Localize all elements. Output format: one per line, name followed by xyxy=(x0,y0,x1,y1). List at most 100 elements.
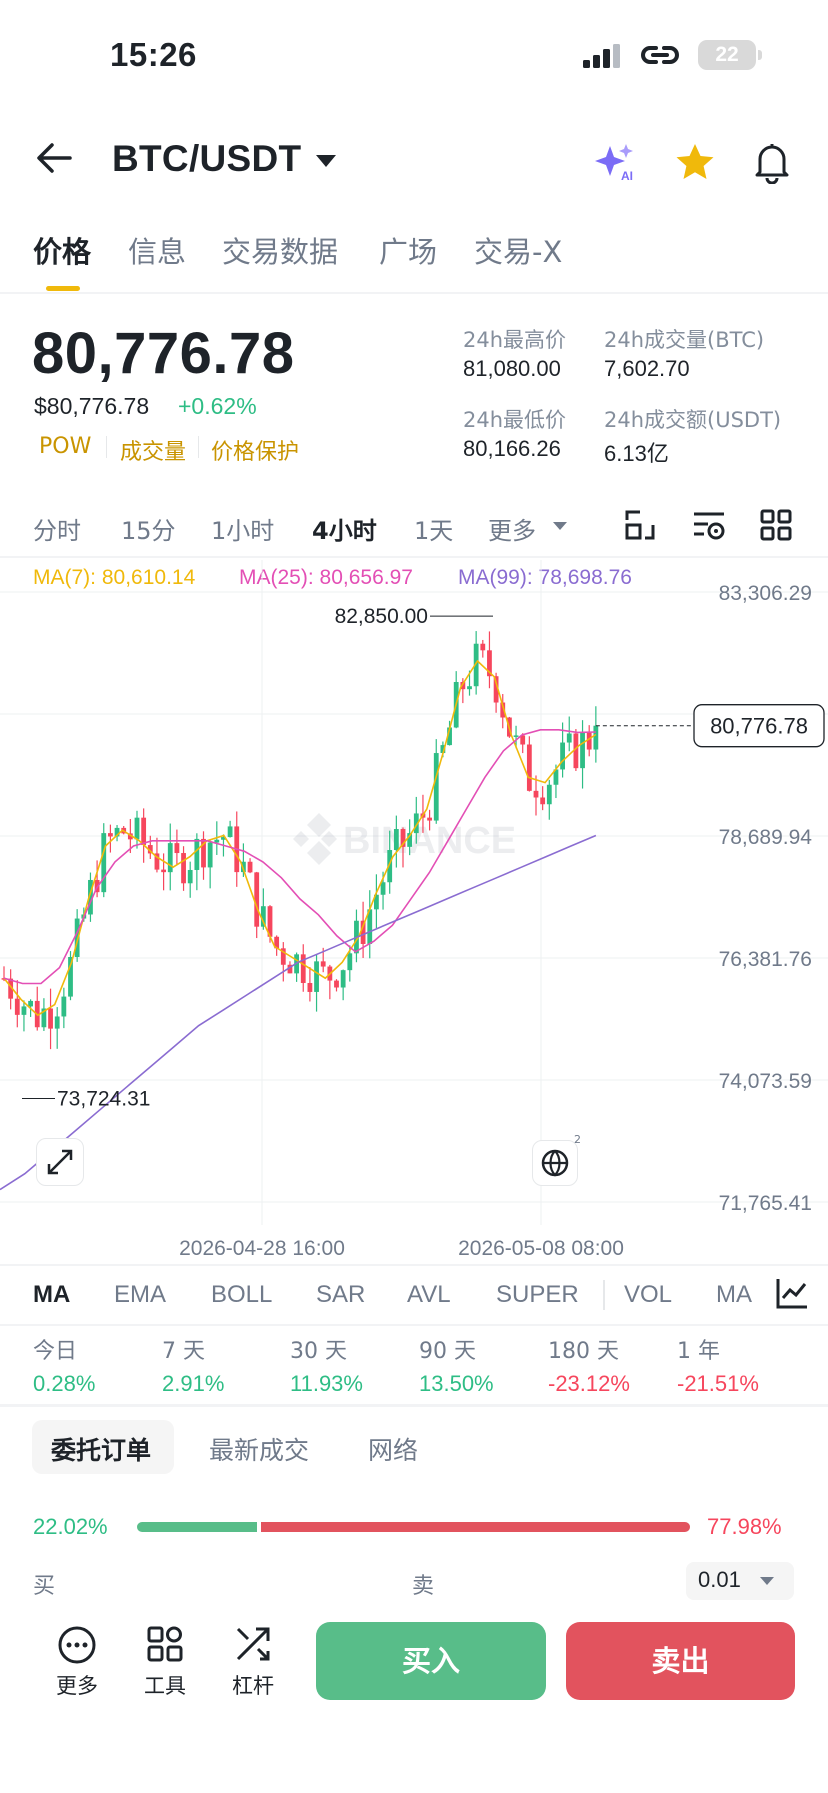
candle-body xyxy=(141,817,147,846)
divider xyxy=(0,556,828,558)
performance-period-label: 30 天 xyxy=(290,1339,347,1364)
indicator-settings-icon[interactable] xyxy=(775,1276,809,1310)
candle-body xyxy=(280,948,286,965)
indicator-vol[interactable]: VOL xyxy=(624,1281,673,1308)
indicator-boll[interactable]: BOLL xyxy=(211,1281,273,1308)
sell-ratio: 77.98% xyxy=(707,1514,782,1539)
price-change: +0.62% xyxy=(178,393,257,419)
candle-body xyxy=(560,742,565,770)
candle-body xyxy=(500,702,506,718)
network-chart-button[interactable] xyxy=(532,1140,578,1186)
candle-body xyxy=(447,727,452,746)
buy-sell-ratio-bar xyxy=(137,1522,690,1532)
tab-price[interactable]: 价格 xyxy=(33,235,92,269)
candle-body xyxy=(340,970,346,988)
indicator-ema[interactable]: EMA xyxy=(114,1281,167,1308)
more-label[interactable]: 更多 xyxy=(56,1674,98,1698)
performance-period-label: 90 天 xyxy=(419,1339,476,1364)
y-tick-label: 78,689.94 xyxy=(719,826,813,849)
leverage-icon[interactable] xyxy=(234,1625,272,1663)
tab-trading-data[interactable]: 交易数据 xyxy=(222,235,339,269)
tab-square[interactable]: 广场 xyxy=(379,235,438,269)
low-label: 24h最低价 xyxy=(463,408,567,432)
tag-price-protection[interactable]: 价格保护 xyxy=(211,440,300,465)
candle-body xyxy=(134,817,140,840)
precision-value: 0.01 xyxy=(698,1567,741,1592)
chart-fullscreen-icon[interactable] xyxy=(624,509,656,541)
candle-body xyxy=(380,882,386,895)
candle-body xyxy=(161,869,166,873)
chart-settings-icon[interactable] xyxy=(692,510,726,542)
ma-line-ma25 xyxy=(3,729,596,985)
last-price-label: 80,776.78 xyxy=(710,714,808,739)
tab-network[interactable]: 网络 xyxy=(368,1436,419,1465)
period-1h[interactable]: 1小时 xyxy=(211,517,275,545)
ai-sparkle-icon[interactable]: AI xyxy=(594,142,638,182)
period-time[interactable]: 分时 xyxy=(33,517,81,545)
performance-period-value: -21.51% xyxy=(677,1371,759,1396)
candle-body xyxy=(566,733,572,743)
indicator-avl[interactable]: AVL xyxy=(407,1281,451,1308)
period-4h[interactable]: 4小时 xyxy=(312,517,377,545)
tools-icon[interactable] xyxy=(146,1625,184,1663)
tab-info[interactable]: 信息 xyxy=(128,235,187,269)
y-tick-label: 76,381.76 xyxy=(719,948,812,971)
volume-usdt-label: 24h成交额(USDT) xyxy=(604,408,782,432)
candle-body xyxy=(320,961,326,967)
indicator-sar[interactable]: SAR xyxy=(316,1281,366,1308)
indicator-super[interactable]: SUPER xyxy=(496,1281,579,1308)
indicator-ma-sub[interactable]: MA xyxy=(716,1281,752,1308)
bell-icon[interactable] xyxy=(752,140,792,184)
tag-pow[interactable]: POW xyxy=(39,434,92,459)
buy-column-label: 买 xyxy=(33,1574,56,1599)
orderbook-tab-active-bg xyxy=(32,1420,174,1474)
svg-text:AI: AI xyxy=(621,169,633,182)
tab-trade-x[interactable]: 交易-X xyxy=(474,235,563,269)
precision-selector[interactable]: 0.01 xyxy=(686,1562,794,1600)
candle-body xyxy=(533,790,539,798)
candle-body xyxy=(181,853,186,884)
tab-latest-trades[interactable]: 最新成交 xyxy=(209,1436,310,1465)
kline-chart[interactable]: 83,306.2980,998.1178,689.9476,381.7674,0… xyxy=(0,560,828,1260)
tag-volume[interactable]: 成交量 xyxy=(120,440,187,465)
grid-layout-icon[interactable] xyxy=(760,509,792,541)
buy-button[interactable]: 买入 xyxy=(316,1622,546,1700)
expand-chart-button[interactable] xyxy=(36,1138,84,1186)
candle-body xyxy=(174,843,180,854)
candle-body xyxy=(21,1006,27,1015)
tab-order-book[interactable]: 委托订单 xyxy=(51,1436,152,1465)
candle-body xyxy=(241,861,246,873)
signal-icon xyxy=(583,44,620,68)
pair-selector[interactable]: BTC/USDT xyxy=(112,138,302,179)
favorite-star-icon[interactable] xyxy=(674,142,716,182)
candle-body xyxy=(334,980,339,988)
pair-dropdown-caret-icon[interactable] xyxy=(316,155,336,167)
candle-body xyxy=(540,797,546,805)
period-more[interactable]: 更多 xyxy=(488,517,536,545)
link-icon xyxy=(641,46,679,64)
period-15m[interactable]: 15分 xyxy=(121,517,176,545)
candle-body xyxy=(61,996,67,1017)
leverage-label[interactable]: 杠杆 xyxy=(232,1674,274,1698)
candle-body xyxy=(347,953,353,971)
sell-column-label: 卖 xyxy=(412,1574,435,1599)
period-1d[interactable]: 1天 xyxy=(414,517,454,545)
tools-label[interactable]: 工具 xyxy=(144,1674,186,1698)
indicator-ma[interactable]: MA xyxy=(33,1281,71,1308)
more-caret-icon[interactable] xyxy=(553,522,567,530)
candle-body xyxy=(247,861,253,873)
network-badge: 2 xyxy=(574,1133,581,1146)
back-arrow-icon[interactable] xyxy=(36,142,72,174)
candle-body xyxy=(254,872,260,927)
candle-body xyxy=(553,769,559,785)
candle-body xyxy=(28,1000,33,1007)
sell-button[interactable]: 卖出 xyxy=(566,1622,795,1700)
sell-ratio-fill xyxy=(260,1522,690,1532)
candle-body xyxy=(520,735,526,745)
candle-body xyxy=(493,676,499,703)
more-icon[interactable] xyxy=(57,1625,97,1665)
candle-body xyxy=(580,732,585,769)
candle-body xyxy=(433,753,439,821)
candle-body xyxy=(526,744,532,791)
candle-body xyxy=(260,906,266,927)
